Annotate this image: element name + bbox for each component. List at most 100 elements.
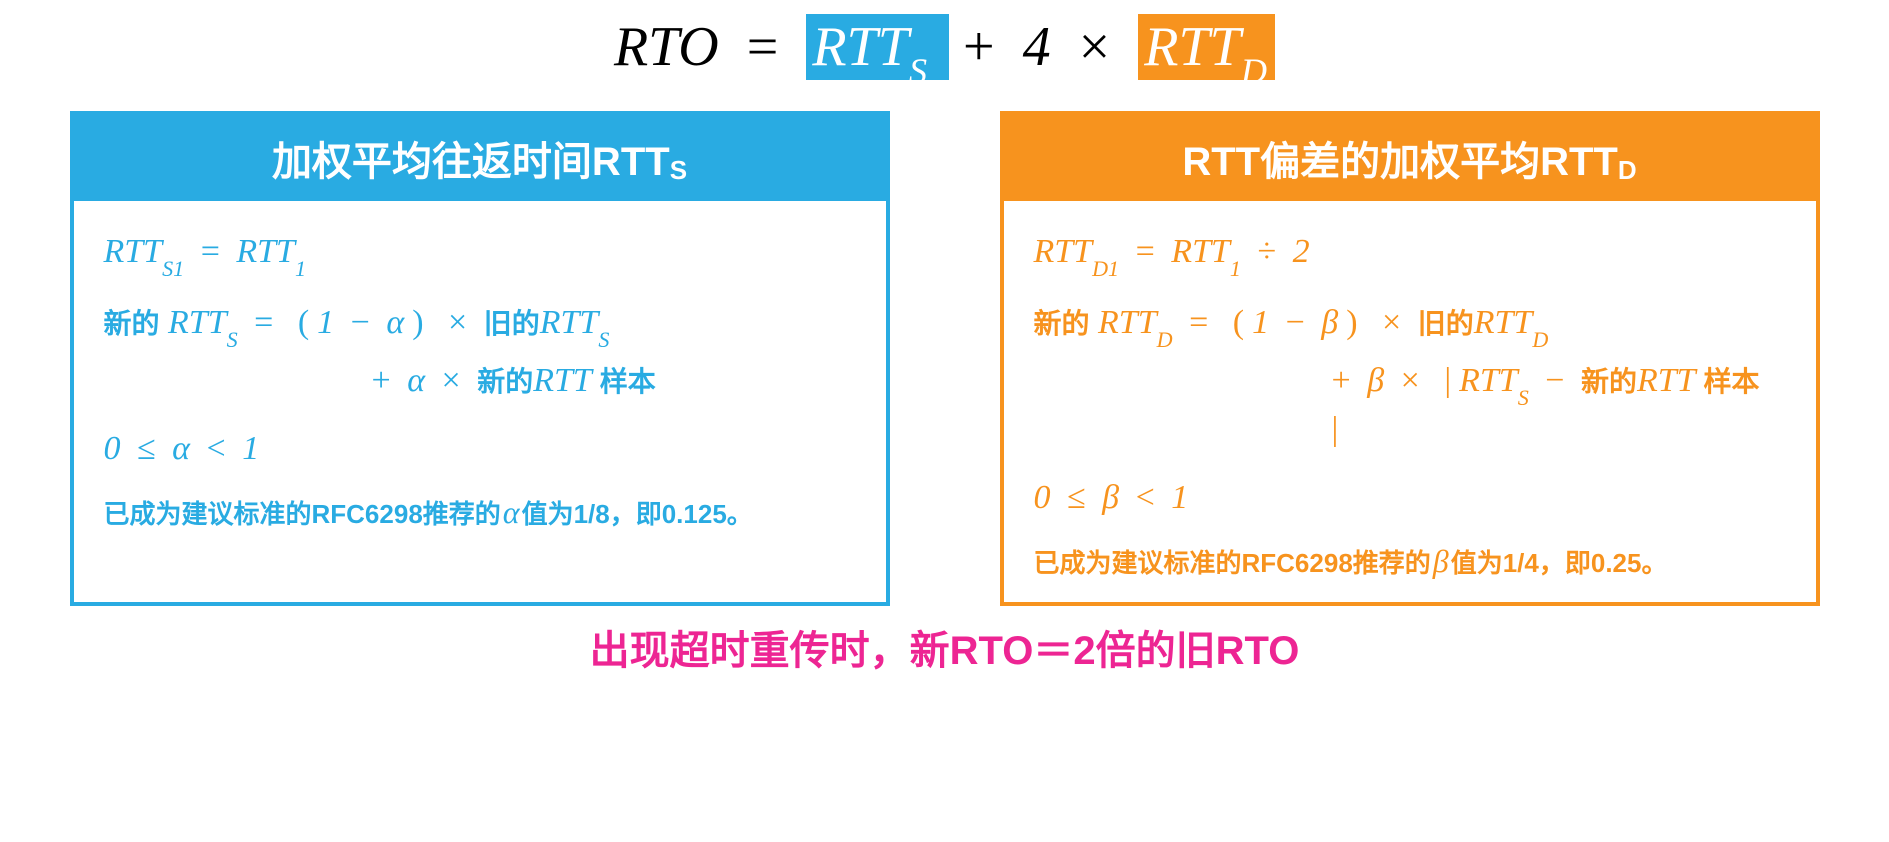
- r2-lhs-sub: D: [1157, 327, 1173, 352]
- plus-sign: +: [963, 16, 995, 78]
- rtts-line1: RTTS1 = RTT1: [104, 229, 856, 278]
- coefficient-4: 4: [1023, 16, 1051, 78]
- lnote-post: 值为1/8，即0.125。: [522, 499, 753, 529]
- r2-new: 新的: [1034, 308, 1090, 339]
- l2-old: 旧的: [484, 308, 540, 339]
- rttd-line3: + β × |RTTS − 新的RTT 样本 |: [1034, 358, 1786, 453]
- r2-times: ×: [1382, 304, 1401, 341]
- rtts-line2: 新的 RTTS = (1 − α) × 旧的RTTS: [104, 300, 856, 349]
- rtts-highlight: RTTS: [806, 14, 949, 80]
- l2-rhs-sub: S: [598, 327, 609, 352]
- rtts-base: RTT: [812, 16, 909, 78]
- rtts-panel-body: RTTS1 = RTT1 新的 RTTS = (1 − α) × 旧的RTTS …: [74, 201, 886, 553]
- l3-sample: 样本: [600, 366, 656, 397]
- l1-rhs-sub: 1: [295, 256, 306, 281]
- rttd-range: 0 ≤ β < 1: [1034, 475, 1786, 521]
- r3-new: 新的: [1581, 366, 1637, 397]
- rttd-panel-header: RTT偏差的加权平均RTTD: [1004, 115, 1816, 201]
- top-formula: RTO = RTTS + 4 × RTTD: [20, 15, 1869, 86]
- l3-new: 新的: [477, 366, 533, 397]
- r2-rp: ): [1346, 304, 1357, 341]
- r3-plus: +: [1332, 362, 1351, 399]
- rtts-range: 0 ≤ α < 1: [104, 426, 856, 472]
- l2-rp: ): [412, 304, 423, 341]
- rtts-line3: + α × 新的RTT 样本: [104, 358, 856, 404]
- r1-rhs-base: RTT: [1171, 233, 1230, 270]
- rr-zero: 0: [1034, 479, 1051, 516]
- rnote-greek: β: [1433, 543, 1449, 579]
- r2-one: 1: [1252, 304, 1269, 341]
- r1-lhs-base: RTT: [1034, 233, 1093, 270]
- rttd-panel-body: RTTD1 = RTT1 ÷ 2 新的 RTTD = (1 − β) × 旧的R…: [1004, 201, 1816, 602]
- l1-eq: =: [201, 233, 220, 270]
- rto-label: RTO: [614, 16, 719, 78]
- l1-rhs-base: RTT: [236, 233, 295, 270]
- r3-minus: −: [1545, 362, 1564, 399]
- r2-eq: =: [1189, 304, 1208, 341]
- r1-two: 2: [1293, 233, 1310, 270]
- rttd-highlight: RTTD: [1138, 14, 1275, 80]
- lr-lt: <: [207, 430, 226, 467]
- l3-rtt: RTT: [533, 362, 591, 399]
- rr-beta: β: [1102, 479, 1119, 516]
- rttd-note: 已成为建议标准的RFC6298推荐的β值为1/4，即0.25。: [1034, 543, 1786, 580]
- rtts-panel-header: 加权平均往返时间RTTS: [74, 115, 886, 201]
- r3-rtts-sub: S: [1518, 385, 1529, 410]
- rnote-pre: 已成为建议标准的RFC6298推荐的: [1034, 548, 1431, 578]
- lr-le: ≤: [137, 430, 156, 467]
- r2-minus: −: [1286, 304, 1305, 341]
- rtts-note: 已成为建议标准的RFC6298推荐的α值为1/8，即0.125。: [104, 494, 856, 531]
- l2-times: ×: [448, 304, 467, 341]
- rr-le: ≤: [1067, 479, 1086, 516]
- rttd-sub: D: [1241, 51, 1267, 91]
- equals-sign: =: [747, 16, 779, 78]
- l3-plus: +: [372, 362, 391, 399]
- lr-one: 1: [242, 430, 259, 467]
- r3-rtts-base: RTT: [1459, 362, 1518, 399]
- l2-one: 1: [317, 304, 334, 341]
- l2-lp: (: [298, 304, 309, 341]
- l3-times: ×: [442, 362, 461, 399]
- r3-sample: 样本: [1703, 366, 1759, 397]
- r2-rhs-sub: D: [1532, 327, 1548, 352]
- r2-beta: β: [1321, 304, 1338, 341]
- rr-lt: <: [1136, 479, 1155, 516]
- rttd-line2: 新的 RTTD = (1 − β) × 旧的RTTD: [1034, 300, 1786, 349]
- lr-zero: 0: [104, 430, 121, 467]
- lnote-greek: α: [503, 494, 520, 530]
- rtts-sub: S: [909, 51, 927, 91]
- rnote-post: 值为1/4，即0.25。: [1451, 548, 1668, 578]
- r1-rhs-sub: 1: [1230, 256, 1241, 281]
- l2-lhs-sub: S: [227, 327, 238, 352]
- l2-eq: =: [254, 304, 273, 341]
- rttd-title-sub: D: [1618, 155, 1637, 185]
- rttd-base: RTT: [1144, 16, 1241, 78]
- l1-lhs-sub: S1: [162, 256, 184, 281]
- footer-note: 出现超时重传时，新RTO＝2倍的旧RTO: [20, 618, 1869, 676]
- lr-alpha: α: [172, 430, 190, 467]
- rr-one: 1: [1171, 479, 1188, 516]
- r3-bar1: |: [1444, 362, 1451, 399]
- r3-times: ×: [1401, 362, 1420, 399]
- rttd-title: RTT偏差的加权平均RTT: [1182, 140, 1618, 184]
- r3-bar2: |: [1332, 411, 1339, 448]
- r3-beta: β: [1367, 362, 1384, 399]
- r1-lhs-sub: D1: [1092, 256, 1119, 281]
- r3-rtt: RTT: [1637, 362, 1695, 399]
- lnote-pre: 已成为建议标准的RFC6298推荐的: [104, 499, 501, 529]
- l2-new: 新的: [104, 308, 160, 339]
- r2-old: 旧的: [1418, 308, 1474, 339]
- l2-alpha: α: [386, 304, 404, 341]
- times-sign: ×: [1079, 16, 1111, 78]
- r1-eq: =: [1136, 233, 1155, 270]
- r1-div: ÷: [1257, 233, 1276, 270]
- rtts-title: 加权平均往返时间RTT: [272, 140, 670, 184]
- l2-lhs-base: RTT: [168, 304, 227, 341]
- l2-minus: −: [351, 304, 370, 341]
- rtts-panel: 加权平均往返时间RTTS RTTS1 = RTT1 新的 RTTS = (1 −…: [70, 111, 890, 606]
- l3-alpha: α: [407, 362, 425, 399]
- panels-row: 加权平均往返时间RTTS RTTS1 = RTT1 新的 RTTS = (1 −…: [20, 111, 1869, 606]
- rttd-line1: RTTD1 = RTT1 ÷ 2: [1034, 229, 1786, 278]
- r2-lp: (: [1233, 304, 1244, 341]
- rttd-panel: RTT偏差的加权平均RTTD RTTD1 = RTT1 ÷ 2 新的 RTTD …: [1000, 111, 1820, 606]
